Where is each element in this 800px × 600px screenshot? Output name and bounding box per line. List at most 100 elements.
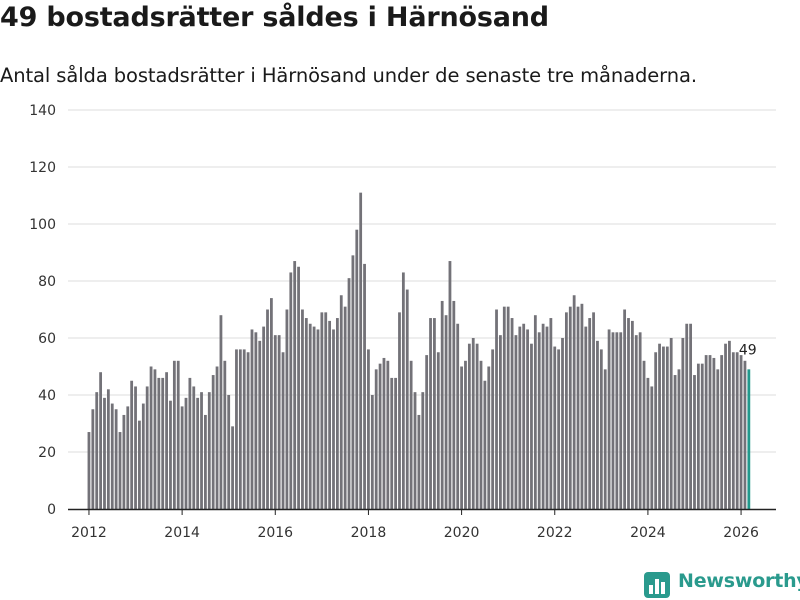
- x-tick-label-2026: 2026: [723, 525, 759, 541]
- bar-2021-08: [533, 315, 537, 509]
- bar-2012-12: [130, 380, 134, 509]
- y-tick-label-80: 80: [38, 274, 56, 290]
- bar-2012-07: [110, 403, 114, 509]
- bar-2013-12: [176, 360, 180, 509]
- bar-2024-01: [646, 377, 650, 509]
- bar-2013-08: [161, 377, 165, 509]
- bar-2023-03: [607, 329, 611, 509]
- bar-2012-05: [103, 397, 106, 509]
- bar-2019-07: [436, 352, 440, 509]
- newsworthy-chart-icon: [644, 572, 670, 598]
- bar-2021-04: [518, 326, 522, 509]
- bar-2023-06: [619, 332, 623, 509]
- bar-2017-09: [351, 255, 355, 509]
- bar-2020-06: [479, 360, 483, 509]
- bar-2020-09: [491, 349, 495, 509]
- bar-2021-01: [506, 306, 510, 509]
- bar-2025-09: [724, 343, 727, 509]
- bar-2021-12: [549, 318, 553, 509]
- bar-2022-10: [588, 318, 592, 509]
- bar-2025-07: [716, 369, 720, 509]
- bar-2021-07: [530, 343, 533, 509]
- bar-2014-10: [215, 366, 219, 509]
- bar-2020-04: [471, 338, 475, 509]
- bar-2025-12: [735, 352, 739, 509]
- x-tick-label-2016: 2016: [257, 525, 293, 541]
- bar-2016-06: [293, 261, 297, 509]
- x-tick-label-2024: 2024: [630, 525, 666, 541]
- bar-2014-09: [211, 375, 215, 509]
- bar-2015-05: [242, 349, 246, 509]
- bar-2019-03: [421, 392, 425, 509]
- bar-2019-08: [440, 300, 444, 509]
- bar-2020-11: [499, 335, 502, 509]
- bar-2020-02: [464, 360, 467, 509]
- bar-2019-04: [425, 355, 429, 509]
- bar-2017-08: [347, 278, 351, 509]
- bar-2019-05: [429, 318, 432, 509]
- chart-title: 49 bostadsrätter såldes i Härnösand: [0, 2, 549, 33]
- bar-2017-05: [335, 318, 339, 509]
- bar-2013-04: [145, 386, 149, 509]
- bar-2022-06: [572, 295, 576, 509]
- bar-2021-06: [526, 329, 529, 509]
- bar-2021-09: [537, 332, 541, 509]
- y-tick-label-100: 100: [29, 217, 56, 233]
- annotations: 49: [739, 342, 757, 358]
- x-tick-label-2014: 2014: [164, 525, 200, 541]
- bar-2014-05: [196, 397, 200, 509]
- bar-2012-02: [91, 409, 95, 509]
- bar-2016-02: [277, 335, 281, 509]
- bar-2024-12: [689, 323, 693, 509]
- y-tick-label-60: 60: [38, 331, 56, 347]
- x-tick-label-2020: 2020: [444, 525, 480, 541]
- bar-2018-02: [370, 395, 374, 509]
- y-tick-label-40: 40: [38, 388, 56, 404]
- bar-2024-02: [650, 386, 654, 509]
- bar-2017-03: [328, 320, 332, 509]
- bar-2024-05: [662, 346, 665, 509]
- bar-2014-08: [207, 392, 211, 509]
- bar-2021-03: [514, 335, 518, 509]
- bar-2025-02: [696, 363, 700, 509]
- bar-2016-08: [301, 309, 304, 509]
- bar-2015-10: [262, 326, 266, 509]
- bar-2015-06: [246, 352, 250, 509]
- bar-2019-02: [417, 414, 421, 509]
- bar-2023-09: [630, 320, 634, 509]
- bar-2014-07: [204, 414, 207, 509]
- bar-2012-10: [122, 414, 126, 509]
- bar-2015-03: [235, 349, 238, 509]
- bar-2025-10: [728, 340, 731, 509]
- bar-2023-05: [615, 332, 619, 509]
- x-axis: 2012 2014 2016 2018 2020 2022 2024 2026: [68, 508, 776, 541]
- bar-2020-07: [483, 380, 487, 509]
- bar-2016-01: [273, 335, 277, 509]
- bar-2018-06: [386, 360, 390, 509]
- bar-2012-11: [126, 406, 130, 509]
- bar-2024-10: [681, 338, 685, 509]
- bar-2016-10: [308, 323, 312, 509]
- bar-2015-01: [227, 395, 231, 509]
- bar-2014-12: [223, 360, 227, 509]
- bar-2020-05: [475, 343, 479, 509]
- bar-2014-01: [180, 406, 184, 509]
- bar-2015-11: [266, 309, 269, 509]
- bar-2023-02: [603, 369, 607, 509]
- bar-series: [87, 192, 751, 509]
- bar-2018-07: [390, 377, 394, 509]
- bar-2018-01: [367, 349, 370, 509]
- bar-2016-04: [285, 309, 289, 509]
- bar-2016-05: [289, 272, 293, 509]
- bar-2014-02: [184, 397, 188, 509]
- bar-2019-12: [456, 323, 460, 509]
- bar-2017-11: [359, 192, 363, 509]
- bar-2025-11: [731, 352, 735, 509]
- bar-2022-03: [561, 338, 564, 509]
- bar-2022-02: [557, 349, 561, 509]
- bar-2024-07: [669, 338, 673, 509]
- y-tick-label-120: 120: [29, 160, 56, 176]
- bar-2017-12: [363, 263, 366, 509]
- bar-2016-09: [304, 318, 308, 509]
